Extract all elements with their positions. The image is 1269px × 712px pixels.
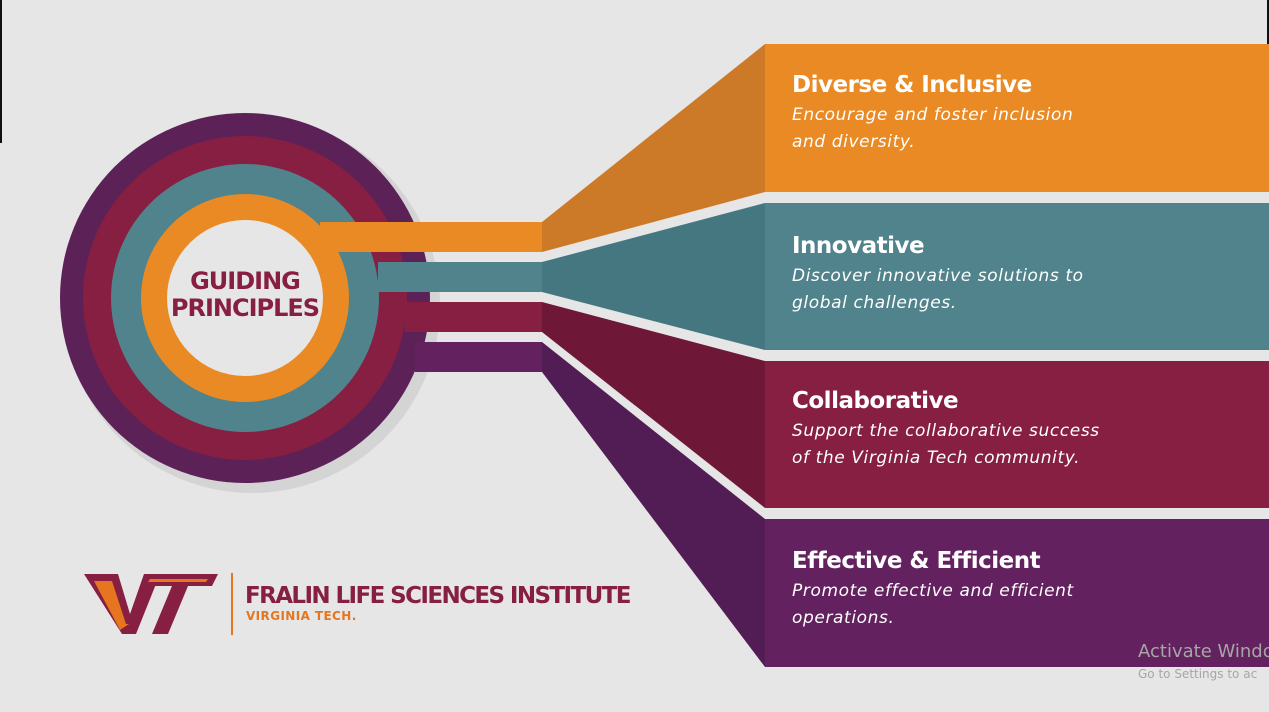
principle-description-line2: of the Virginia Tech community. [792,448,1081,468]
principle-description-line1: Encourage and foster inclusion [792,105,1074,125]
connector-strip-purple [415,342,542,372]
left-edge-line [0,0,2,143]
principle-diverse-inclusive: Diverse & Inclusive Encourage and foster… [792,72,1073,156]
fan-section-maroon [542,302,765,508]
vt-logo-icon [84,574,218,634]
connector-strip-maroon [405,302,542,332]
vt-logo-t-inner [148,579,208,582]
principle-effective-efficient: Effective & Efficient Promote effective … [792,548,1074,632]
panel-diverse-inclusive [765,44,1269,192]
connector-strip-teal [378,262,542,292]
principle-description-line2: operations. [792,608,895,628]
logo-university-name: VIRGINIA TECH. [246,609,357,623]
panel-innovative [765,203,1269,350]
principle-title: Effective & Efficient [792,548,1041,574]
principle-description-line2: and diversity. [792,132,916,152]
principle-description-line1: Promote effective and efficient [792,581,1074,601]
principle-title: Collaborative [792,388,959,414]
center-label-line1: GUIDING [190,267,301,295]
principle-collaborative: Collaborative Support the collaborative … [792,388,1100,472]
panel-collaborative [765,361,1269,508]
fan-section-purple [542,342,765,667]
fan-section-teal [542,203,765,350]
principle-description-line1: Discover innovative solutions to [792,266,1084,286]
logo-divider [231,573,233,635]
fan-section-orange [542,44,765,252]
principle-description-line2: global challenges. [792,293,957,313]
panel-effective-efficient [765,519,1269,667]
center-label-line2: PRINCIPLES [170,294,320,322]
center-label: GUIDING PRINCIPLES [142,268,348,322]
center-disc [167,220,323,376]
principle-title: Diverse & Inclusive [792,72,1032,98]
principle-innovative: Innovative Discover innovative solutions… [792,233,1084,317]
logo-institute-name: FRALIN LIFE SCIENCES INSTITUTE [245,583,631,609]
vt-logo-v-inner [94,581,129,630]
principle-title: Innovative [792,233,925,259]
activate-windows-subtitle: Go to Settings to ac [1138,667,1258,681]
connector-strip-orange [320,222,542,252]
vt-logo-t [141,574,218,634]
activate-windows-title: Activate Windo [1138,641,1269,662]
principle-description-line1: Support the collaborative success [792,421,1100,441]
